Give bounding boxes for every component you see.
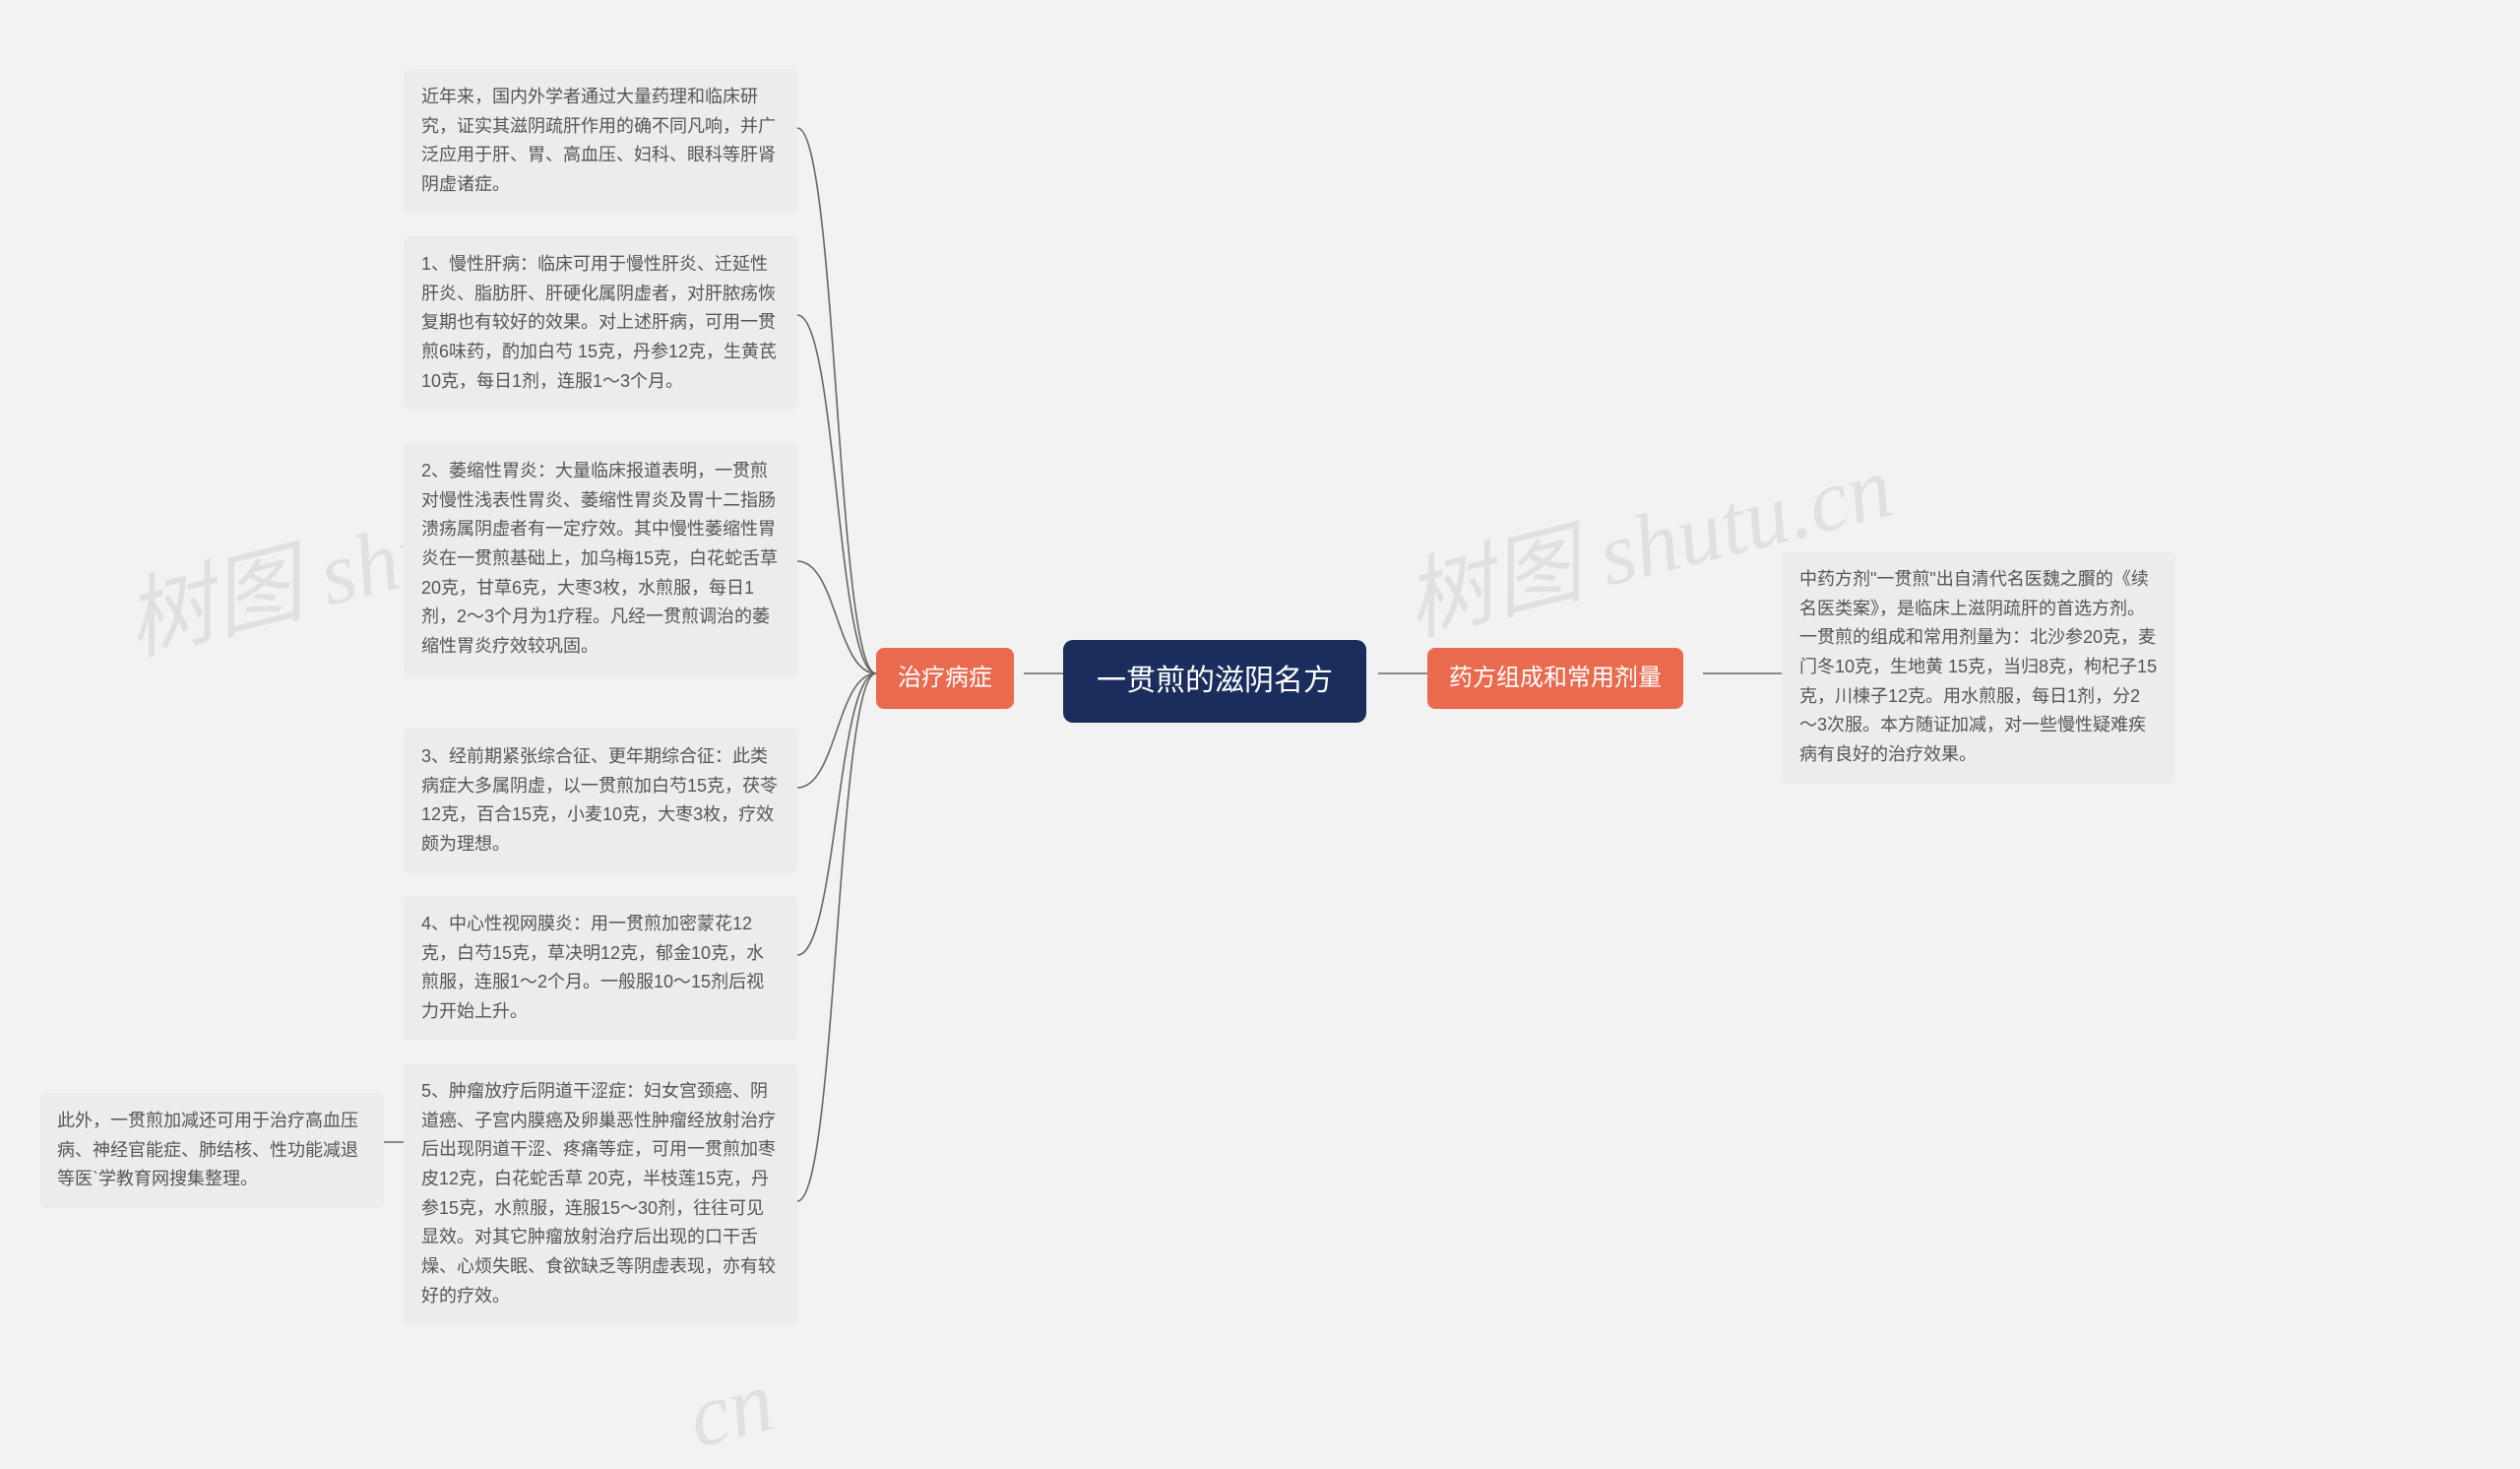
leaf-item[interactable]: 1、慢性肝病：临床可用于慢性肝炎、迁延性肝炎、脂肪肝、肝硬化属阴虚者，对肝脓疡恢… xyxy=(404,236,797,410)
leaf-item[interactable]: 3、经前期紧张综合征、更年期综合征：此类病症大多属阴虚，以一贯煎加白芍15克，茯… xyxy=(404,729,797,873)
leaf-text: 4、中心性视网膜炎：用一贯煎加密蒙花12克，白芍15克，草决明12克，郁金10克… xyxy=(421,914,764,1021)
branch-label: 药方组成和常用剂量 xyxy=(1449,665,1662,691)
leaf-text: 此外，一贯煎加减还可用于治疗高血压病、神经官能症、肺结核、性功能减退等医`学教育… xyxy=(57,1111,358,1188)
leaf-item[interactable]: 4、中心性视网膜炎：用一贯煎加密蒙花12克，白芍15克，草决明12克，郁金10克… xyxy=(404,896,797,1041)
leaf-text: 3、经前期紧张综合征、更年期综合征：此类病症大多属阴虚，以一贯煎加白芍15克，茯… xyxy=(421,746,778,854)
leaf-text: 中药方剂"一贯煎"出自清代名医魏之臔的《续名医类案》，是临床上滋阴疏肝的首选方剂… xyxy=(1799,569,2157,764)
leaf-text: 5、肿瘤放疗后阴道干涩症：妇女宫颈癌、阴道癌、子宫内膜癌及卵巢恶性肿瘤经放射治疗… xyxy=(421,1081,776,1306)
branch-formula[interactable]: 药方组成和常用剂量 xyxy=(1427,648,1683,709)
leaf-additional[interactable]: 此外，一贯煎加减还可用于治疗高血压病、神经官能症、肺结核、性功能减退等医`学教育… xyxy=(39,1093,384,1208)
leaf-item[interactable]: 2、萎缩性胃炎：大量临床报道表明，一贯煎对慢性浅表性胃炎、萎缩性胃炎及胃十二指肠… xyxy=(404,443,797,675)
leaf-text: 2、萎缩性胃炎：大量临床报道表明，一贯煎对慢性浅表性胃炎、萎缩性胃炎及胃十二指肠… xyxy=(421,461,778,656)
branch-label: 治疗病症 xyxy=(898,665,992,691)
root-label: 一贯煎的滋阴名方 xyxy=(1097,665,1333,697)
watermark: cn xyxy=(678,1350,784,1468)
branch-treatment[interactable]: 治疗病症 xyxy=(876,648,1014,709)
leaf-item[interactable]: 近年来，国内外学者通过大量药理和临床研究，证实其滋阴疏肝作用的确不同凡响，并广泛… xyxy=(404,69,797,214)
leaf-text: 近年来，国内外学者通过大量药理和临床研究，证实其滋阴疏肝作用的确不同凡响，并广泛… xyxy=(421,87,776,194)
mindmap-root[interactable]: 一贯煎的滋阴名方 xyxy=(1063,640,1366,723)
leaf-formula-detail[interactable]: 中药方剂"一贯煎"出自清代名医魏之臔的《续名医类案》，是临床上滋阴疏肝的首选方剂… xyxy=(1782,551,2175,784)
leaf-item[interactable]: 5、肿瘤放疗后阴道干涩症：妇女宫颈癌、阴道癌、子宫内膜癌及卵巢恶性肿瘤经放射治疗… xyxy=(404,1063,797,1325)
leaf-text: 1、慢性肝病：临床可用于慢性肝炎、迁延性肝炎、脂肪肝、肝硬化属阴虚者，对肝脓疡恢… xyxy=(421,254,777,391)
